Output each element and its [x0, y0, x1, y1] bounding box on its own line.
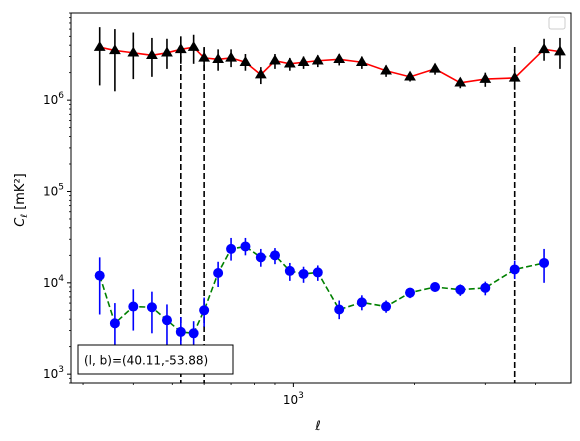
series-2-point	[199, 305, 210, 316]
series-2-point	[128, 301, 139, 312]
legend-box[interactable]	[548, 16, 566, 30]
annotation-text: (l, b)=(40.11,-53.88)	[84, 354, 208, 368]
axis-ticks: 103 104 105 106 103	[43, 12, 536, 407]
series-1-point	[311, 54, 324, 65]
series-1-point	[198, 51, 211, 62]
series-2-point	[269, 250, 280, 261]
y-axis-label: Cℓ [mK²]	[13, 173, 30, 226]
x-axis-label: ℓ	[314, 419, 320, 434]
series-2-point	[509, 264, 520, 275]
y-tick-label: 105	[43, 182, 64, 198]
plot-marks	[93, 27, 566, 383]
series-2-point	[175, 326, 186, 337]
series-1-point	[109, 44, 121, 55]
series-2-point	[188, 328, 199, 339]
y-tick-label: 106	[43, 91, 64, 107]
series-2-point	[94, 270, 105, 281]
series-1-point	[161, 46, 173, 57]
series-1-point	[454, 76, 467, 87]
series-2-point	[381, 301, 392, 312]
y-tick-label: 104	[43, 274, 64, 290]
series-1-point	[333, 53, 346, 64]
series-2-point	[255, 252, 266, 263]
series-1-point	[554, 45, 566, 56]
series-2-point	[240, 241, 251, 252]
series-2-point	[226, 243, 237, 254]
series-1-point	[187, 41, 200, 51]
series-1-point	[146, 49, 158, 59]
series-2-point	[430, 281, 441, 292]
series-1-point	[269, 54, 281, 65]
plot-frame	[70, 12, 572, 384]
series-1-point	[127, 46, 140, 57]
annotation-box: (l, b)=(40.11,-53.88)	[77, 344, 234, 375]
series-1-point	[225, 51, 237, 62]
series-2-point	[213, 268, 224, 279]
series-2-point	[455, 284, 466, 295]
series-2	[94, 237, 550, 354]
series-1-point	[239, 56, 252, 66]
series-1-point	[283, 57, 296, 68]
x-tick-label: 103	[283, 391, 304, 407]
series-2-point	[146, 302, 157, 313]
series-1-point	[93, 41, 106, 51]
series-1-point	[479, 72, 492, 83]
series-1-point	[538, 43, 550, 54]
series-2-point	[539, 257, 550, 268]
series-1-point	[404, 70, 416, 81]
series-1-point	[380, 64, 392, 75]
series-1-point	[508, 71, 521, 82]
series-2-point	[356, 297, 367, 308]
series-1-point	[429, 62, 441, 73]
series-2-point	[284, 265, 295, 276]
series-2-point	[312, 267, 323, 278]
series-1-point	[174, 43, 187, 54]
y-tick-label: 103	[43, 365, 64, 381]
series-1-point	[355, 56, 368, 66]
series-2-point	[161, 315, 172, 326]
series-1	[93, 27, 566, 92]
series-2-point	[405, 287, 416, 298]
series-2-point	[298, 268, 309, 279]
series-1-point	[254, 68, 267, 79]
series-2-point	[109, 318, 120, 329]
series-1-point	[212, 53, 225, 64]
series-2-point	[480, 282, 491, 293]
series-2-point	[334, 304, 345, 315]
series-1-point	[297, 56, 310, 66]
